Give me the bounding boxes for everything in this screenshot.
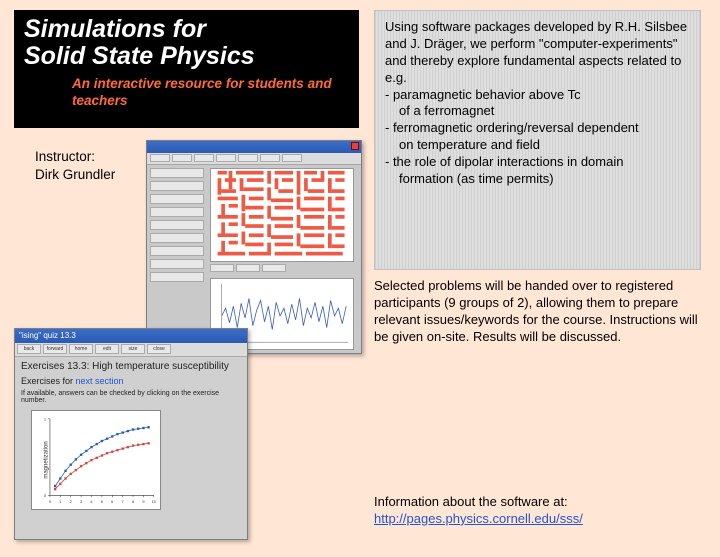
slide: Simulations for Solid State Physics An i… [0,0,720,557]
info-bullet: - ferromagnetic ordering/reversal depend… [385,120,690,154]
window-toolbar [147,153,361,165]
toolbar-button: size [121,344,145,354]
toolbar-button [150,154,170,162]
bullet-text: - ferromagnetic ordering/reversal depend… [385,120,639,135]
plot-toolbar [210,264,358,272]
svg-text:7: 7 [122,499,124,504]
chart-svg: 01234567891001 [32,411,160,509]
exercise-line2: Exercises for next section [21,376,241,386]
info-bullets: - paramagnetic behavior above Tc of a fe… [385,87,690,188]
bullet-text-sub: formation (as time permits) [385,171,554,186]
toolbar-button: forward [43,344,67,354]
toolbar-button: close [147,344,171,354]
window-titlebar [147,141,361,153]
software-link[interactable]: http://pages.physics.cornell.edu/sss/ [374,511,583,526]
toolbar-button [216,154,236,162]
svg-text:6: 6 [111,499,113,504]
control-field [150,220,204,230]
window-titlebar: "ising" quiz 13.3 [15,329,247,343]
window-body [147,165,361,353]
text: Exercises for [21,376,76,386]
info-box: Using software packages developed by R.H… [374,10,701,270]
plot-button [236,264,260,272]
maze-svg [211,169,353,261]
control-field [150,259,204,269]
info-intro: Using software packages developed by R.H… [385,19,690,87]
control-field [150,181,204,191]
info-bullet: - paramagnetic behavior above Tc of a fe… [385,87,690,121]
screenshot-exercise: "ising" quiz 13.3 back forward home edit… [14,328,248,540]
toolbar-button: home [69,344,93,354]
bullet-text: - the role of dipolar interactions in do… [385,154,623,169]
control-field [150,233,204,243]
control-field [150,168,204,178]
toolbar-button [260,154,280,162]
control-field [150,194,204,204]
chart-ylabel: magnetization [44,441,50,478]
bullet-text: - paramagnetic behavior above Tc [385,87,581,102]
toolbar-button: back [17,344,41,354]
exercise-content: Exercises 13.3: High temperature suscept… [15,357,247,514]
exercise-line3: If available, answers can be checked by … [21,390,241,404]
svg-text:1: 1 [59,499,61,504]
banner-subtitle: An interactive resource for students and… [24,76,349,110]
toolbar-button [172,154,192,162]
toolbar-button [194,154,214,162]
instructor-block: Instructor: Dirk Grundler [35,148,115,183]
info-bullet: - the role of dipolar interactions in do… [385,154,690,188]
banner-title-line2: Solid State Physics [24,42,255,70]
toolbar-button [282,154,302,162]
magnetization-chart: magnetization 01234567891001 [31,410,161,510]
bullet-text-sub: of a ferromagnet [385,103,494,118]
plot-button [210,264,234,272]
toolbar-button: edit [95,344,119,354]
window-title: "ising" quiz 13.3 [19,331,76,340]
title-banner: Simulations for Solid State Physics An i… [14,10,359,128]
bullet-text-sub: on temperature and field [385,137,540,152]
domain-maze-view [210,168,354,262]
link-text: next section [76,376,124,386]
control-field [150,246,204,256]
control-field [150,272,204,282]
svg-text:3: 3 [80,499,82,504]
svg-text:9: 9 [142,499,144,504]
software-label: Information about the software at: [374,494,568,509]
exercise-heading: Exercises 13.3: High temperature suscept… [21,361,241,372]
main-panel [207,165,361,353]
toolbar-button [238,154,258,162]
software-info: Information about the software at: http:… [374,494,701,528]
screenshot-simulation [146,140,362,354]
selected-text: Selected problems will be handed over to… [374,278,701,346]
svg-text:2: 2 [70,499,72,504]
svg-text:8: 8 [132,499,134,504]
window-toolbar: back forward home edit size close [15,343,247,357]
banner-title-line1: Simulations for [24,15,206,43]
control-field [150,207,204,217]
banner-title: Simulations for Solid State Physics [24,16,349,70]
instructor-name: Dirk Grundler [35,167,115,182]
close-icon [351,142,359,150]
instructor-label: Instructor: [35,149,95,164]
svg-text:1: 1 [44,416,46,421]
plot-button [262,264,286,272]
controls-sidebar [147,165,207,353]
